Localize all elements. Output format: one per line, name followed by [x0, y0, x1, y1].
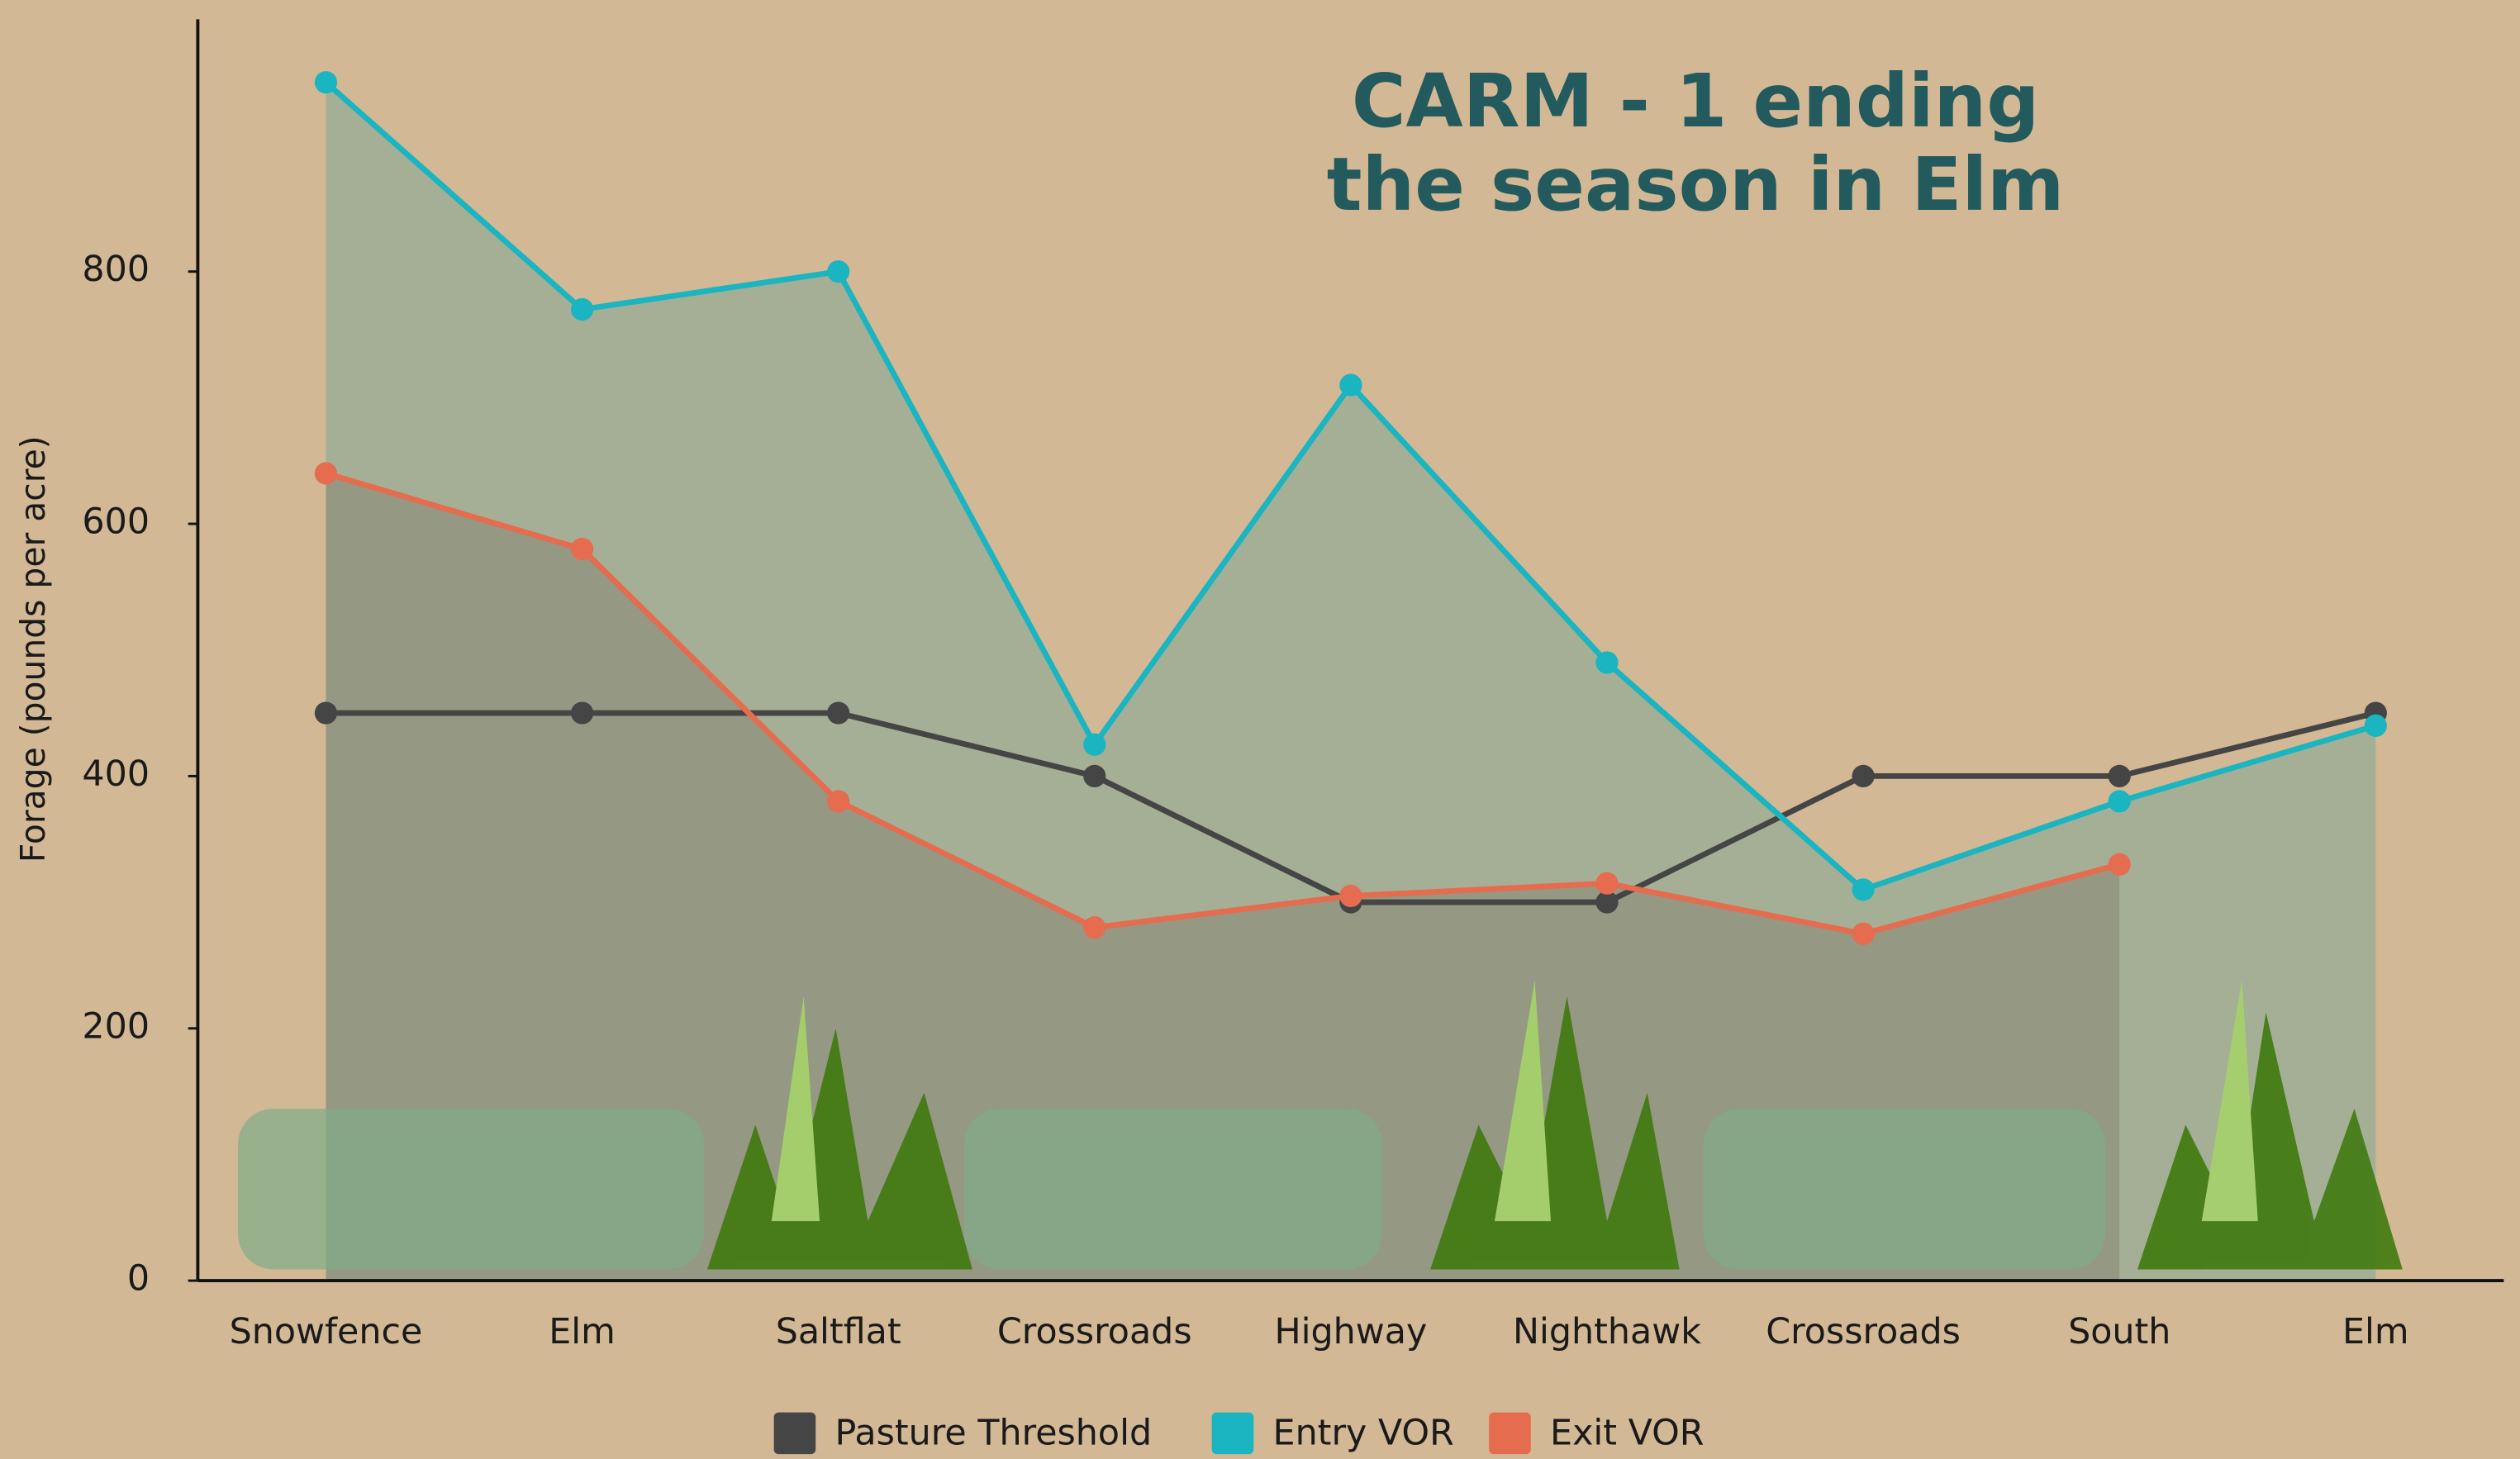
- x-tick-label: Crossroads: [997, 1311, 1192, 1352]
- legend-swatch: [774, 1413, 816, 1455]
- chart-title: CARM - 1 ending: [1352, 59, 2039, 145]
- point: [2109, 790, 2131, 812]
- point: [1595, 651, 1618, 673]
- point: [571, 701, 593, 724]
- point: [1083, 734, 1105, 756]
- x-tick-label: Nighthawk: [1513, 1311, 1701, 1352]
- x-tick-label: Saltflat: [776, 1311, 901, 1352]
- point: [827, 701, 849, 724]
- point: [2109, 765, 2131, 787]
- point: [1083, 765, 1105, 787]
- x-tick-label: Highway: [1274, 1311, 1427, 1352]
- legend: Pasture Threshold Entry VOR Exit VOR: [774, 1412, 1705, 1454]
- point: [1595, 872, 1618, 895]
- point: [315, 71, 337, 93]
- y-tick-label: 0: [127, 1258, 150, 1300]
- x-tick-label: South: [2068, 1311, 2171, 1352]
- legend-label: Exit VOR: [1550, 1412, 1704, 1453]
- chart-title: the season in Elm: [1327, 142, 2065, 228]
- x-tick-label: Elm: [549, 1311, 616, 1352]
- y-axis-label: Forage (pounds per acre): [13, 435, 53, 863]
- x-tick-label: Snowfence: [230, 1311, 423, 1352]
- legend-swatch: [1489, 1413, 1531, 1455]
- point: [827, 260, 849, 283]
- y-tick-label: 600: [82, 501, 150, 543]
- y-tick-label: 400: [82, 753, 150, 795]
- page: CARM - 1 ending the season in Elm Forage…: [0, 0, 2520, 1459]
- point: [1852, 923, 1874, 945]
- point: [1852, 765, 1874, 787]
- y-tick-label: 800: [82, 249, 150, 290]
- legend-label: Entry VOR: [1273, 1412, 1454, 1453]
- point: [2109, 853, 2131, 876]
- x-tick-label: Elm: [2342, 1311, 2409, 1352]
- point: [571, 538, 593, 560]
- chart: CARM - 1 ending the season in Elm Forage…: [0, 0, 2520, 1459]
- point: [315, 462, 337, 484]
- x-tick-label: Crossroads: [1766, 1311, 1961, 1352]
- point: [1339, 885, 1362, 907]
- point: [1083, 916, 1105, 939]
- point: [1339, 373, 1362, 396]
- point: [571, 298, 593, 321]
- legend-label: Pasture Threshold: [835, 1412, 1153, 1453]
- point: [2365, 715, 2387, 737]
- point: [827, 790, 849, 812]
- point: [1852, 878, 1874, 901]
- y-tick-label: 200: [82, 1005, 150, 1047]
- legend-swatch: [1212, 1413, 1254, 1455]
- point: [315, 701, 337, 724]
